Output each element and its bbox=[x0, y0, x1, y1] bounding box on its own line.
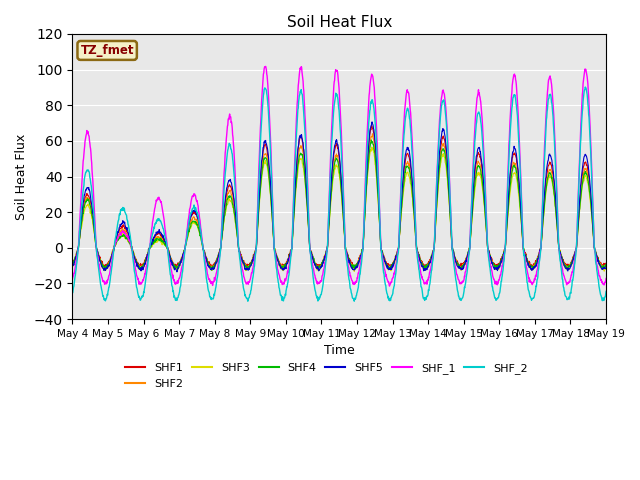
SHF5 bbox=[368, 119, 376, 125]
SHF3 bbox=[247, 263, 255, 268]
SHF_2 bbox=[422, 296, 430, 302]
SHF2 bbox=[539, 215, 547, 221]
SHF3 bbox=[68, 263, 76, 269]
SHF_2 bbox=[539, 190, 547, 196]
SHF3 bbox=[492, 265, 500, 271]
SHF1 bbox=[188, 213, 195, 219]
SHF5 bbox=[68, 262, 76, 268]
SHF4 bbox=[68, 263, 76, 268]
Line: SHF_2: SHF_2 bbox=[72, 87, 606, 301]
SHF_1 bbox=[540, 174, 547, 180]
SHF_2 bbox=[68, 290, 76, 296]
SHF3 bbox=[540, 215, 547, 220]
Y-axis label: Soil Heat Flux: Soil Heat Flux bbox=[15, 133, 28, 220]
SHF3 bbox=[188, 224, 195, 229]
SHF1 bbox=[422, 264, 430, 270]
Text: TZ_fmet: TZ_fmet bbox=[81, 44, 134, 57]
SHF_1 bbox=[492, 281, 500, 287]
SHF_1 bbox=[602, 276, 610, 281]
SHF1 bbox=[68, 259, 76, 265]
SHF2 bbox=[602, 263, 610, 268]
X-axis label: Time: Time bbox=[324, 344, 355, 357]
SHF_2 bbox=[602, 288, 610, 294]
SHF_2 bbox=[247, 287, 255, 293]
SHF2 bbox=[188, 217, 195, 223]
SHF4 bbox=[423, 262, 431, 267]
SHF2 bbox=[422, 264, 430, 270]
SHF_2 bbox=[244, 299, 252, 304]
SHF5 bbox=[492, 265, 500, 271]
Line: SHF2: SHF2 bbox=[72, 134, 606, 269]
SHF_1 bbox=[188, 199, 195, 204]
SHF5 bbox=[247, 263, 255, 268]
SHF4 bbox=[208, 267, 216, 273]
SHF5 bbox=[602, 264, 610, 270]
SHF2 bbox=[68, 261, 76, 266]
Line: SHF1: SHF1 bbox=[72, 126, 606, 268]
SHF4 bbox=[367, 137, 375, 143]
SHF_1 bbox=[68, 276, 76, 282]
SHF3 bbox=[423, 266, 431, 272]
SHF_2 bbox=[492, 298, 500, 303]
SHF1 bbox=[247, 261, 255, 266]
SHF_1 bbox=[262, 63, 269, 69]
SHF_1 bbox=[386, 283, 394, 289]
SHF1 bbox=[492, 263, 500, 269]
SHF_2 bbox=[174, 295, 182, 300]
SHF1 bbox=[602, 260, 610, 266]
SHF4 bbox=[540, 215, 547, 220]
SHF1 bbox=[539, 213, 547, 218]
SHF_1 bbox=[174, 280, 182, 286]
SHF2 bbox=[247, 262, 255, 267]
SHF5 bbox=[540, 207, 547, 213]
SHF2 bbox=[564, 266, 572, 272]
SHF1 bbox=[599, 265, 607, 271]
SHF5 bbox=[188, 213, 195, 218]
SHF_2 bbox=[582, 84, 589, 90]
Line: SHF5: SHF5 bbox=[72, 122, 606, 272]
SHF_1 bbox=[247, 274, 255, 280]
SHF1 bbox=[174, 262, 182, 267]
SHF4 bbox=[188, 220, 195, 226]
SHF3 bbox=[351, 268, 358, 274]
SHF2 bbox=[174, 263, 182, 269]
SHF3 bbox=[602, 264, 610, 270]
SHF4 bbox=[174, 264, 182, 270]
SHF2 bbox=[369, 131, 376, 137]
SHF3 bbox=[174, 266, 182, 272]
Title: Soil Heat Flux: Soil Heat Flux bbox=[287, 15, 392, 30]
SHF5 bbox=[423, 266, 431, 272]
SHF4 bbox=[247, 260, 255, 265]
Line: SHF_1: SHF_1 bbox=[72, 66, 606, 286]
SHF_1 bbox=[423, 278, 431, 284]
Line: SHF3: SHF3 bbox=[72, 147, 606, 271]
SHF4 bbox=[602, 262, 610, 267]
SHF_2 bbox=[188, 210, 195, 216]
SHF1 bbox=[368, 123, 376, 129]
SHF5 bbox=[175, 265, 182, 271]
SHF4 bbox=[492, 266, 500, 272]
SHF3 bbox=[368, 144, 376, 150]
SHF5 bbox=[173, 269, 181, 275]
Line: SHF4: SHF4 bbox=[72, 140, 606, 270]
SHF2 bbox=[492, 264, 500, 270]
Legend: SHF1, SHF2, SHF3, SHF4, SHF5, SHF_1, SHF_2: SHF1, SHF2, SHF3, SHF4, SHF5, SHF_1, SHF… bbox=[121, 359, 532, 393]
